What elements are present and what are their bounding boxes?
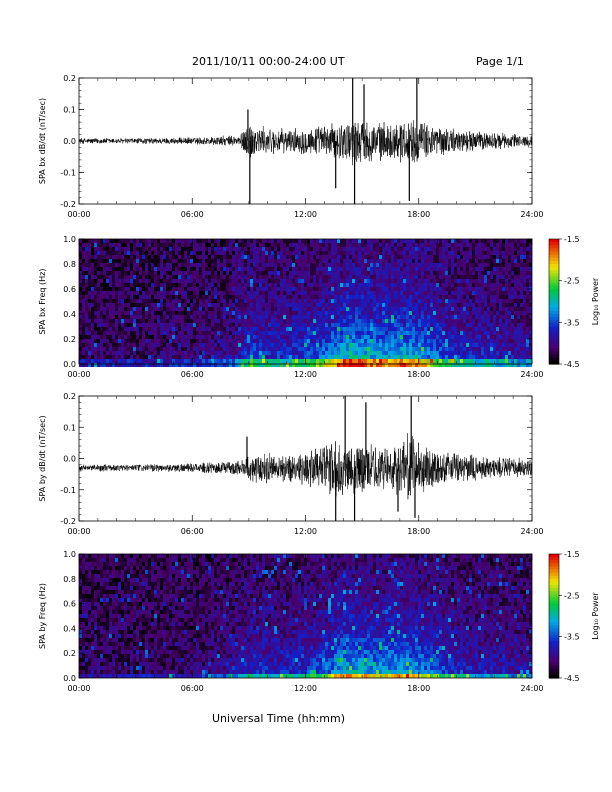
heatmap-cells [79,554,532,678]
y-tick-label-3: 0.6 [63,600,76,609]
y-tick-label-1: -0.1 [60,169,76,178]
y-axis-label: SPA bx Freq (Hz) [38,269,47,335]
colorbar-label: Log₁₀ Power [591,277,600,325]
y-tick-label-2: 0.4 [63,624,76,633]
y-axis-label: SPA bx dB/dt (nT/sec) [38,98,47,184]
x-tick-label-4: 24:00 [520,210,543,219]
y-tick-label-3: 0.1 [63,106,76,115]
x-tick-label-4: 24:00 [520,527,543,536]
y-tick-label-0: -0.2 [60,517,76,526]
colorbar-tick-label-2: -3.5 [564,318,580,327]
y-tick-label-2: 0.0 [63,455,76,464]
y-tick-label-4: 0.8 [63,575,76,584]
panel-4: -1.5 -2.5 -3.5 -4.5 Log₁₀ Power 0.0 0.2 0.4 0.6 0… [38,550,600,693]
page-title: 2011/10/11 00:00-24:00 UT [192,55,345,68]
colorbar-tick-label-1: -2.5 [564,591,580,600]
x-tick-label-0: 00:00 [67,684,90,693]
signal-trace [78,120,533,166]
x-tick-label-1: 06:00 [181,370,204,379]
x-tick-label-2: 12:00 [294,210,317,219]
colorbar-tick-label-0: -1.5 [564,550,580,559]
x-tick-label-0: 00:00 [67,527,90,536]
colorbar-tick-label-3: -4.5 [564,360,580,369]
panel-3: -0.2 -0.1 0.0 0.1 0.2 00:00 06:00 12:00 18:00 24:… [38,392,544,536]
y-tick-label-0: 0.0 [63,360,76,369]
y-tick-label-0: -0.2 [60,200,76,209]
panel-1: -0.2 -0.1 0.0 0.1 0.2 00:00 06:00 12:00 18:00 24:… [38,74,544,219]
colorbar-tick-label-3: -4.5 [564,674,580,683]
heatmap-cells [79,239,532,367]
y-axis-label: SPA by Freq (Hz) [38,583,47,649]
x-tick-label-0: 00:00 [67,370,90,379]
y-axis-label: SPA by dB/dt (nT/sec) [38,415,47,501]
colorbar-label: Log₁₀ Power [591,592,600,640]
colorbar [548,553,560,679]
y-tick-label-4: 0.2 [63,74,76,83]
colorbar-tick-label-0: -1.5 [564,235,580,244]
x-tick-label-1: 06:00 [181,527,204,536]
panel-2: -1.5 -2.5 -3.5 -4.5 Log₁₀ Power 0.0 0.2 0.4 0.6 0… [38,235,600,379]
y-tick-label-3: 0.6 [63,285,76,294]
x-tick-label-3: 18:00 [407,370,430,379]
y-tick-label-0: 0.0 [63,674,76,683]
y-tick-label-5: 1.0 [63,235,76,244]
y-tick-label-1: 0.2 [63,335,76,344]
x-tick-label-3: 18:00 [407,527,430,536]
y-tick-label-2: 0.0 [63,137,76,146]
y-tick-label-5: 1.0 [63,550,76,559]
x-tick-label-1: 06:00 [181,684,204,693]
y-tick-label-1: 0.2 [63,649,76,658]
y-tick-label-4: 0.8 [63,260,76,269]
x-tick-label-3: 18:00 [407,684,430,693]
x-tick-label-4: 24:00 [520,370,543,379]
y-tick-label-2: 0.4 [63,310,76,319]
colorbar-tick-label-2: -3.5 [564,633,580,642]
y-tick-label-4: 0.2 [63,392,76,401]
x-tick-label-2: 12:00 [294,684,317,693]
x-tick-label-0: 00:00 [67,210,90,219]
colorbar-tick-label-1: -2.5 [564,277,580,286]
x-tick-label-2: 12:00 [294,370,317,379]
x-tick-label-1: 06:00 [181,210,204,219]
x-axis-label: Universal Time (hh:mm) [212,712,345,725]
page-number: Page 1/1 [476,55,524,68]
y-tick-label-1: -0.1 [60,486,76,495]
x-tick-label-3: 18:00 [407,210,430,219]
x-tick-label-4: 24:00 [520,684,543,693]
y-tick-label-3: 0.1 [63,423,76,432]
signal-trace [78,433,533,500]
x-tick-label-2: 12:00 [294,527,317,536]
colorbar [548,238,560,365]
